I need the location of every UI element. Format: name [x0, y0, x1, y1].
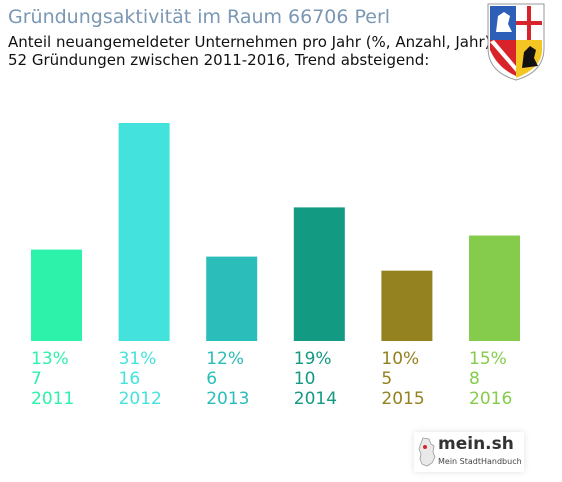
percent-label-2015: 10%: [381, 349, 419, 369]
year-label-2014: 2014: [294, 389, 337, 409]
percent-label-2011: 13%: [31, 349, 69, 369]
percent-label-2014: 19%: [294, 349, 332, 369]
bar-2014: [293, 207, 345, 341]
bar-2011: [31, 249, 82, 341]
year-label-2013: 2013: [206, 389, 249, 409]
saarland-coat-of-arms-icon: [487, 3, 545, 81]
year-label-2015: 2015: [381, 389, 424, 409]
logo-name: mein.sh: [438, 434, 514, 454]
bar-2015: [381, 270, 433, 341]
bar-2012: [118, 123, 170, 341]
bar-2016: [469, 235, 520, 341]
logo-tagline: Mein StadtHandbuch: [438, 457, 522, 466]
bar-2013: [206, 256, 258, 341]
labels-group: 13%7201131%16201212%6201319%10201410%520…: [31, 349, 512, 409]
chart-subtitle: Anteil neuangemeldeter Unternehmen pro J…: [8, 33, 491, 69]
percent-label-2012: 31%: [119, 349, 157, 369]
count-label-2014: 10: [294, 369, 316, 389]
mein-sh-logo[interactable]: mein.sh Mein StadtHandbuch: [414, 432, 524, 472]
germany-map-icon: [418, 437, 436, 467]
percent-label-2016: 15%: [469, 349, 507, 369]
chart-title: Gründungsaktivität im Raum 66706 Perl: [8, 6, 391, 28]
subtitle-line-1: Anteil neuangemeldeter Unternehmen pro J…: [8, 33, 491, 51]
year-label-2012: 2012: [119, 389, 162, 409]
bars-group: [31, 123, 520, 341]
count-label-2011: 7: [31, 369, 42, 389]
count-label-2016: 8: [469, 369, 480, 389]
subtitle-line-2: 52 Gründungen zwischen 2011-2016, Trend …: [8, 51, 430, 69]
percent-label-2013: 12%: [206, 349, 244, 369]
count-label-2015: 5: [381, 369, 392, 389]
count-label-2012: 16: [119, 369, 141, 389]
count-label-2013: 6: [206, 369, 217, 389]
year-label-2016: 2016: [469, 389, 512, 409]
year-label-2011: 2011: [31, 389, 74, 409]
